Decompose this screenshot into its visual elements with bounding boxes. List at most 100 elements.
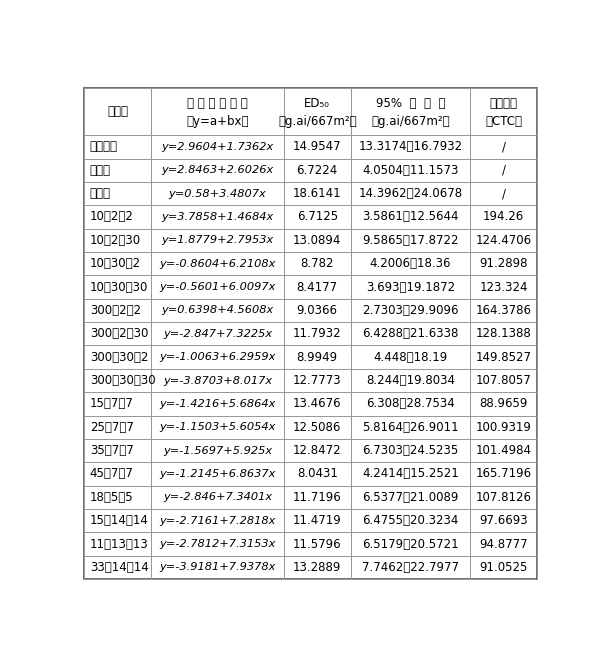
- Bar: [84, 346, 151, 369]
- Text: 10：30：2: 10：30：2: [90, 257, 141, 270]
- Text: 6.7125: 6.7125: [297, 210, 338, 223]
- Bar: [350, 416, 470, 439]
- Bar: [470, 509, 537, 532]
- Text: y=-3.9181+7.9378x: y=-3.9181+7.9378x: [159, 563, 276, 572]
- Bar: [151, 159, 284, 182]
- Bar: [350, 299, 470, 322]
- Text: 95%  置  信  限: 95% 置 信 限: [376, 97, 445, 110]
- Bar: [350, 322, 470, 346]
- Bar: [470, 392, 537, 416]
- Text: 11.5796: 11.5796: [293, 537, 342, 551]
- Bar: [350, 182, 470, 206]
- Bar: [84, 532, 151, 556]
- Bar: [284, 416, 350, 439]
- Text: 123.324: 123.324: [479, 280, 528, 293]
- Text: 6.4288～21.6338: 6.4288～21.6338: [362, 327, 459, 340]
- Text: 8.244～19.8034: 8.244～19.8034: [366, 374, 455, 387]
- Bar: [151, 392, 284, 416]
- Bar: [350, 276, 470, 299]
- Text: 11.4719: 11.4719: [293, 514, 342, 527]
- Bar: [470, 416, 537, 439]
- Text: 33：14：14: 33：14：14: [90, 561, 148, 574]
- Bar: [84, 136, 151, 159]
- Bar: [470, 439, 537, 462]
- Text: 14.9547: 14.9547: [293, 140, 342, 153]
- Text: 8.0431: 8.0431: [297, 467, 338, 481]
- Text: 8.782: 8.782: [301, 257, 334, 270]
- Text: 8.9949: 8.9949: [297, 351, 338, 364]
- Text: 164.3786: 164.3786: [476, 304, 531, 317]
- Bar: [350, 486, 470, 509]
- Text: 10：30：30: 10：30：30: [90, 280, 148, 293]
- Text: 13.3174～16.7932: 13.3174～16.7932: [358, 140, 462, 153]
- Text: （CTC）: （CTC）: [485, 115, 522, 128]
- Text: 11.7932: 11.7932: [293, 327, 342, 340]
- Text: 12.5086: 12.5086: [293, 421, 341, 434]
- Bar: [151, 532, 284, 556]
- Text: 13.0894: 13.0894: [293, 234, 341, 247]
- Text: 91.2898: 91.2898: [479, 257, 528, 270]
- Text: 15：14：14: 15：14：14: [90, 514, 148, 527]
- Bar: [151, 369, 284, 392]
- Bar: [84, 229, 151, 252]
- Text: y=0.58+3.4807x: y=0.58+3.4807x: [168, 188, 266, 198]
- Text: 12.8472: 12.8472: [293, 444, 342, 457]
- Text: 10：2：30: 10：2：30: [90, 234, 141, 247]
- Text: 97.6693: 97.6693: [479, 514, 528, 527]
- Text: 18：5：5: 18：5：5: [90, 491, 133, 504]
- Bar: [151, 346, 284, 369]
- Bar: [284, 346, 350, 369]
- Text: 25：7：7: 25：7：7: [90, 421, 134, 434]
- Bar: [470, 299, 537, 322]
- Bar: [84, 252, 151, 276]
- Text: 除草剂: 除草剂: [107, 105, 128, 118]
- Bar: [151, 556, 284, 579]
- Bar: [470, 159, 537, 182]
- Text: y=-2.846+7.3401x: y=-2.846+7.3401x: [163, 492, 272, 502]
- Text: 107.8126: 107.8126: [476, 491, 531, 504]
- Bar: [470, 322, 537, 346]
- Bar: [470, 206, 537, 229]
- Text: 101.4984: 101.4984: [476, 444, 531, 457]
- Bar: [350, 206, 470, 229]
- Bar: [84, 89, 151, 136]
- Text: 194.26: 194.26: [483, 210, 524, 223]
- Bar: [151, 439, 284, 462]
- Text: 14.3962～24.0678: 14.3962～24.0678: [358, 187, 462, 200]
- Text: 2.7303～29.9096: 2.7303～29.9096: [362, 304, 459, 317]
- Bar: [284, 556, 350, 579]
- Bar: [84, 509, 151, 532]
- Bar: [284, 206, 350, 229]
- Bar: [151, 462, 284, 486]
- Text: 6.5377～21.0089: 6.5377～21.0089: [362, 491, 459, 504]
- Bar: [284, 252, 350, 276]
- Text: 11.7196: 11.7196: [293, 491, 342, 504]
- Text: y=3.7858+1.4684x: y=3.7858+1.4684x: [161, 212, 273, 222]
- Bar: [470, 462, 537, 486]
- Text: y=-2.7812+7.3153x: y=-2.7812+7.3153x: [159, 539, 276, 549]
- Bar: [84, 392, 151, 416]
- Text: y=-1.0063+6.2959x: y=-1.0063+6.2959x: [159, 352, 276, 362]
- Bar: [284, 276, 350, 299]
- Text: 165.7196: 165.7196: [476, 467, 531, 481]
- Bar: [350, 532, 470, 556]
- Bar: [470, 532, 537, 556]
- Text: 4.2414～15.2521: 4.2414～15.2521: [362, 467, 459, 481]
- Text: 4.448～18.19: 4.448～18.19: [373, 351, 448, 364]
- Bar: [84, 299, 151, 322]
- Bar: [350, 229, 470, 252]
- Bar: [350, 509, 470, 532]
- Bar: [284, 159, 350, 182]
- Text: 3.693～19.1872: 3.693～19.1872: [366, 280, 455, 293]
- Bar: [470, 89, 537, 136]
- Bar: [350, 252, 470, 276]
- Bar: [151, 182, 284, 206]
- Bar: [151, 299, 284, 322]
- Bar: [84, 486, 151, 509]
- Bar: [470, 182, 537, 206]
- Text: 6.308～28.7534: 6.308～28.7534: [366, 397, 455, 410]
- Text: 100.9319: 100.9319: [476, 421, 531, 434]
- Text: 107.8057: 107.8057: [476, 374, 531, 387]
- Bar: [151, 229, 284, 252]
- Bar: [470, 276, 537, 299]
